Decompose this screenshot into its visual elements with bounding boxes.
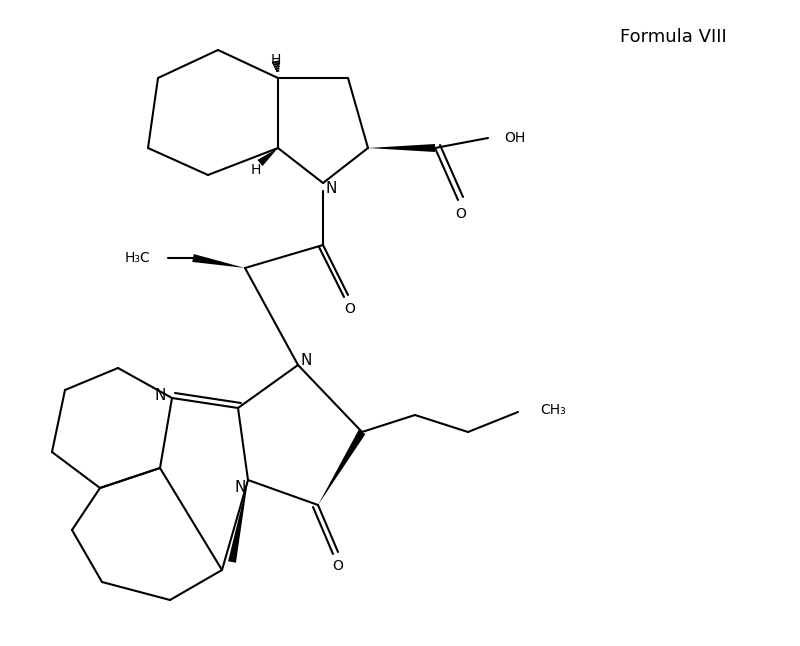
Text: O: O — [333, 559, 343, 573]
Text: H: H — [271, 53, 281, 67]
Text: CH₃: CH₃ — [540, 403, 566, 417]
Text: H: H — [251, 163, 261, 177]
Text: N: N — [326, 180, 337, 196]
Polygon shape — [318, 430, 366, 505]
Text: Formula VIII: Formula VIII — [620, 28, 726, 46]
Text: O: O — [345, 302, 355, 316]
Polygon shape — [258, 148, 278, 166]
Text: N: N — [154, 388, 166, 402]
Text: N: N — [300, 353, 312, 368]
Polygon shape — [228, 480, 248, 563]
Polygon shape — [192, 254, 245, 268]
Text: O: O — [455, 207, 466, 221]
Polygon shape — [368, 144, 435, 152]
Text: H₃C: H₃C — [124, 251, 150, 265]
Text: N: N — [234, 481, 246, 495]
Text: OH: OH — [504, 131, 526, 145]
